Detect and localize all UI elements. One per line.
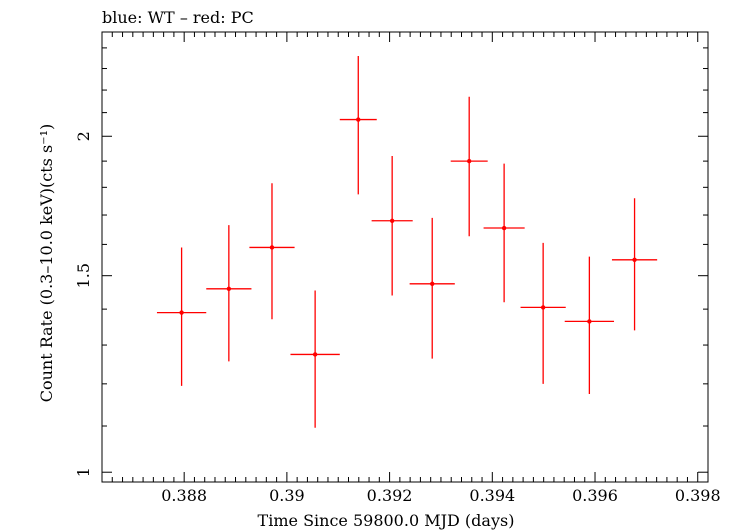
x-tick-label: 0.392	[367, 486, 413, 505]
data-point	[540, 305, 546, 310]
data-point	[226, 286, 232, 291]
data-point	[179, 310, 184, 315]
data-point	[466, 158, 472, 164]
data-point	[501, 225, 507, 231]
series-pc	[156, 56, 658, 428]
y-axis: 11.52	[74, 47, 708, 477]
data-point	[312, 352, 318, 357]
data-point	[430, 281, 435, 287]
data-point	[389, 218, 395, 223]
y-tick-label: 1	[74, 467, 93, 477]
data-point	[632, 257, 637, 262]
data-point	[269, 245, 275, 250]
data-point	[356, 117, 361, 122]
y-axis-label: Count Rate (0.3–10.0 keV)(cts s⁻¹)	[37, 124, 56, 403]
x-tick-label: 0.394	[469, 486, 515, 505]
y-tick-label: 1.5	[74, 263, 93, 288]
chart-title: blue: WT – red: PC	[102, 8, 254, 27]
y-tick-label: 2	[74, 131, 93, 141]
x-axis-label: Time Since 59800.0 MJD (days)	[258, 511, 515, 530]
x-axis: 0.388 0.39 0.392 0.394 0.396 0.398	[101, 32, 721, 505]
x-tick-label: 0.388	[161, 486, 207, 505]
x-tick-label: 0.39	[269, 486, 305, 505]
x-tick-label: 0.396	[572, 486, 618, 505]
data-point	[587, 319, 592, 324]
series-layer	[156, 56, 658, 428]
x-tick-label: 0.398	[675, 486, 721, 505]
plot-frame	[101, 31, 709, 483]
